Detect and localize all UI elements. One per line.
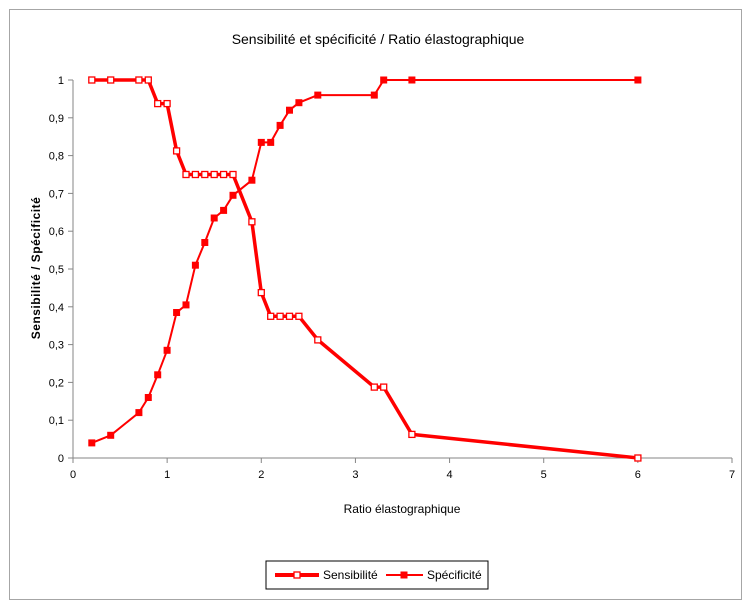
data-point-sensibilite	[257, 288, 265, 297]
data-point-specificite	[248, 176, 256, 184]
y-tick-label: 1	[58, 75, 64, 87]
y-tick-label: 0,2	[49, 377, 64, 389]
data-point-specificite	[408, 76, 416, 84]
x-tick-label: 0	[70, 469, 76, 481]
y-axis-label: Sensibilité / Spécificité	[29, 197, 43, 340]
series-line-specificite	[91, 79, 638, 444]
data-point-sensibilite	[219, 170, 228, 179]
series-line-sensibilite	[91, 78, 639, 460]
y-tick-label: 0,5	[49, 264, 64, 276]
data-point-specificite	[276, 121, 284, 129]
x-tick-label: 7	[729, 469, 735, 481]
y-tick-label: 0,6	[49, 226, 64, 238]
data-point-specificite	[295, 99, 303, 107]
legend-marker-sensibilite	[293, 571, 301, 579]
x-tick-label: 3	[352, 469, 358, 481]
data-point-specificite	[144, 394, 152, 401]
data-point-sensibilite	[182, 170, 190, 179]
data-point-sensibilite	[172, 147, 181, 155]
series-layer	[88, 76, 642, 462]
data-point-specificite	[267, 138, 275, 146]
y-tick-label: 0,8	[49, 151, 64, 163]
data-point-sensibilite	[201, 170, 209, 179]
data-point-specificite	[135, 409, 143, 417]
y-tick-label: 0,4	[49, 302, 64, 314]
data-point-sensibilite	[191, 170, 200, 179]
data-point-specificite	[210, 214, 218, 222]
data-point-specificite	[88, 439, 96, 447]
data-point-sensibilite	[634, 454, 642, 462]
data-point-sensibilite	[88, 76, 96, 84]
data-point-specificite	[314, 91, 322, 99]
data-point-specificite	[201, 239, 209, 246]
y-tick-label: 0,1	[49, 415, 64, 427]
data-point-sensibilite	[229, 170, 237, 179]
legend-label-specificite: Spécificité	[427, 568, 482, 582]
data-point-specificite	[380, 76, 388, 84]
chart-title: Sensibilité et spécificité / Ratio élast…	[232, 31, 525, 47]
data-point-sensibilite	[107, 76, 115, 84]
data-point-specificite	[634, 76, 642, 84]
x-axis-label: Ratio élastographique	[344, 502, 461, 516]
data-point-specificite	[173, 309, 181, 316]
data-point-specificite	[191, 261, 199, 269]
axes	[72, 80, 732, 459]
data-point-sensibilite	[380, 383, 388, 391]
data-point-sensibilite	[248, 218, 256, 226]
x-ticks: 0 1 2 3 4 5 6 7	[70, 458, 735, 481]
data-point-specificite	[257, 138, 265, 146]
y-tick-label: 0,7	[49, 188, 64, 200]
y-tick-label: 0,9	[49, 113, 64, 125]
y-tick-label: 0	[58, 453, 64, 465]
data-point-specificite	[154, 371, 162, 379]
data-point-sensibilite	[135, 76, 143, 84]
data-point-specificite	[286, 106, 293, 114]
x-tick-label: 2	[258, 469, 264, 481]
data-point-specificite	[163, 346, 171, 354]
legend-marker-specificite	[400, 571, 408, 579]
data-point-sensibilite	[408, 430, 416, 439]
data-point-sensibilite	[267, 312, 275, 320]
data-point-sensibilite	[154, 99, 162, 108]
x-tick-label: 5	[541, 469, 547, 481]
legend-label-sensibilite: Sensibilité	[323, 568, 378, 582]
data-point-sensibilite	[144, 76, 152, 84]
y-tick-label: 0,3	[49, 340, 64, 352]
data-point-specificite	[229, 191, 237, 199]
data-point-sensibilite	[370, 383, 378, 391]
data-point-specificite	[370, 91, 378, 99]
data-point-sensibilite	[163, 99, 171, 108]
x-tick-label: 4	[447, 469, 453, 481]
data-point-specificite	[220, 206, 228, 214]
data-point-sensibilite	[276, 312, 284, 320]
x-tick-label: 6	[635, 469, 641, 481]
legend: Sensibilité Spécificité	[265, 560, 489, 590]
data-point-sensibilite	[295, 312, 303, 320]
data-point-sensibilite	[210, 170, 218, 179]
data-point-sensibilite	[314, 336, 322, 344]
y-ticks: 0 0,1 0,2 0,3 0,4 0,5 0,6 0,7 0,8 0,9 1	[49, 75, 73, 465]
data-point-specificite	[107, 431, 115, 439]
data-point-specificite	[182, 301, 190, 309]
chart-frame	[9, 9, 742, 600]
x-tick-label: 1	[164, 469, 170, 481]
data-point-sensibilite	[285, 312, 294, 320]
